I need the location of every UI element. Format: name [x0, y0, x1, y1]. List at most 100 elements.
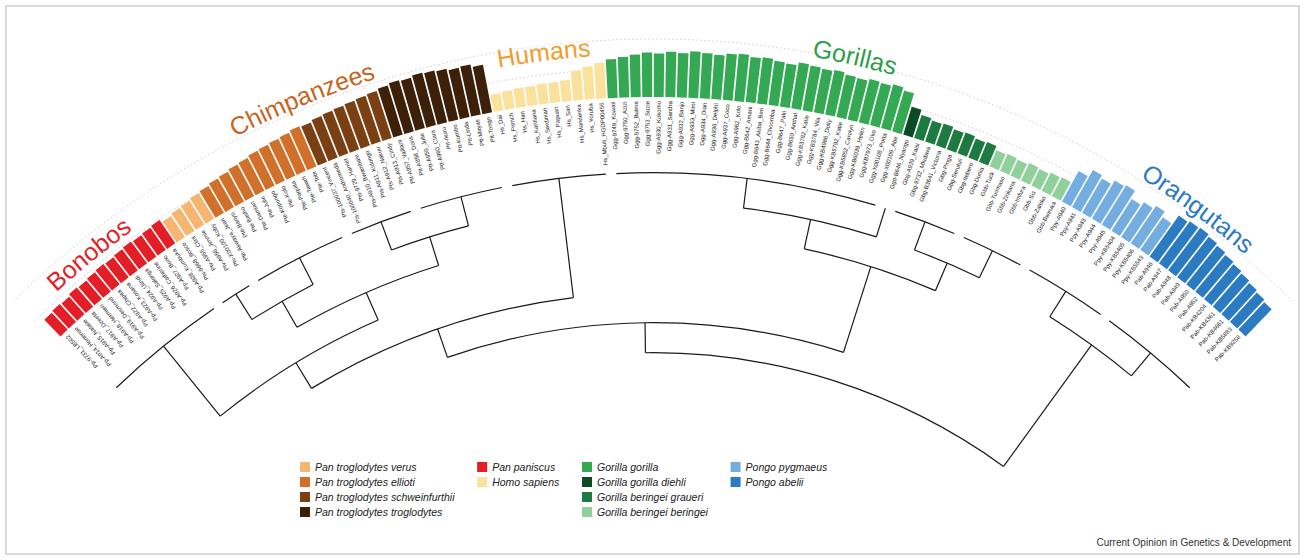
bar: [594, 63, 606, 99]
figure: Pp-9731_LB502Pp-A914_HortensePp-A915_Nat…: [0, 0, 1305, 560]
sample-label: Ggg-A937_Coco: [721, 103, 731, 149]
bar: [723, 54, 737, 101]
bar: [582, 66, 594, 100]
bar: [548, 82, 560, 103]
bar: [560, 80, 572, 102]
bar: [665, 52, 676, 98]
bar: [642, 53, 652, 98]
tree-branch: [282, 301, 297, 327]
frame: [6, 6, 1299, 554]
sample-label: Hs_Han: [519, 111, 528, 133]
tree-branch: [645, 353, 1003, 467]
tree-branch: [979, 251, 992, 278]
tree-branch: [644, 323, 646, 353]
tree-branch: [366, 293, 378, 320]
sample-label: Ptt-Linda: [463, 121, 474, 146]
footer: Current Opinion in Genetics & Developmen…: [1096, 537, 1291, 548]
sample-label: Ggg-A930_Kokomo: [655, 100, 661, 153]
tree-branch: [804, 220, 810, 249]
legend-label: Pan troglodytes schweinfurthii: [315, 491, 455, 503]
legend-label: Gorilla beringei beringei: [597, 506, 709, 518]
bar: [618, 57, 629, 98]
bar: [677, 53, 689, 98]
sample-label: Hs_San: [564, 105, 572, 127]
sample-label: Ptt-Tongo: [485, 116, 496, 143]
legend-swatch: [477, 462, 487, 472]
tree-branch: [164, 346, 221, 416]
bar: [502, 90, 515, 110]
bar: [1238, 302, 1271, 336]
group-title: Chimpanzees: [225, 57, 378, 142]
group-title: Bonobos: [41, 212, 136, 296]
legend-swatch: [731, 477, 741, 487]
sample-label: Ggg-9753_Suzie: [644, 100, 650, 146]
tree-branch: [1004, 345, 1092, 466]
bar: [630, 55, 641, 98]
tree-branch: [1131, 353, 1150, 376]
tree-branch: [914, 222, 924, 250]
bar: [473, 65, 492, 114]
legend-label: Pan troglodytes troglodytes: [315, 506, 443, 518]
group-title: Humans: [495, 33, 592, 72]
tree-branch: [312, 298, 574, 389]
sample-labels: Pp-9731_LB502Pp-A914_HortensePp-A915_Nat…: [64, 100, 1242, 369]
tree-branch: [297, 265, 439, 327]
tree-branch: [876, 208, 885, 237]
bar: [711, 55, 724, 100]
legend-swatch: [300, 492, 310, 502]
tree-branch: [296, 363, 312, 389]
tree-branch: [1109, 321, 1189, 388]
bar: [525, 86, 538, 107]
legend-swatch: [582, 477, 592, 487]
bar: [606, 59, 618, 98]
bars: [44, 51, 1271, 336]
bar: [688, 51, 700, 98]
bar: [513, 87, 526, 108]
grid-line: [34, 68, 1272, 322]
sample-label: Ptt-Kumbo: [451, 123, 464, 153]
sample-label: Hs_Dai: [496, 114, 505, 134]
sample-label: Ptt-Ikuru: [441, 127, 452, 150]
sample-label: Ptt-Mayas: [474, 119, 485, 147]
sample-label: Pab-KB9258: [1214, 333, 1242, 362]
legend-swatch: [300, 507, 310, 517]
legend-label: Gorilla beringei graueri: [597, 491, 704, 503]
legend-swatch: [300, 477, 310, 487]
legend-label: Pan troglodytes verus: [315, 461, 417, 473]
legend-label: Homo sapiens: [492, 476, 560, 488]
legend-label: Pongo abelii: [746, 476, 804, 488]
sample-label: Ggg-9749_Kowali: [610, 102, 618, 150]
bar: [536, 83, 549, 104]
sample-label: Ggg-9752_Bulera: [633, 100, 640, 148]
tree-branch: [844, 267, 871, 353]
sample-label: Ggg-A936_Delphi: [710, 103, 720, 151]
legend-label: Pan troglodytes ellioti: [315, 476, 415, 488]
legend-label: Pongo pygmaeus: [746, 461, 828, 473]
sample-label: Hs_Mandenka: [576, 103, 585, 143]
bar: [490, 93, 503, 112]
sample-label: Ggg-A962_Kolo: [732, 104, 742, 148]
bar: [654, 54, 664, 98]
legend-label: Gorilla gorilla diehli: [597, 476, 686, 488]
legend-swatch: [477, 477, 487, 487]
sample-label: Ggg-A933_Mimi: [688, 102, 696, 146]
bar: [571, 70, 584, 101]
sample-label: Ggg-B642_Amani: [742, 106, 753, 154]
legend-swatch: [300, 462, 310, 472]
legend-swatch: [731, 462, 741, 472]
legend-label: Pan paniscus: [492, 461, 556, 473]
tree-branch: [744, 178, 748, 208]
bar: [700, 53, 713, 99]
tree-branch: [220, 320, 378, 416]
legend: Pan troglodytes verus Pan troglodytes ell…: [300, 461, 828, 518]
tree-branch: [438, 329, 448, 357]
tree: [116, 173, 1189, 467]
legend-swatch: [582, 492, 592, 502]
sample-label: Hs_French: [508, 113, 519, 143]
sample-label: Hs_Sardinian: [542, 108, 553, 145]
tree-branch: [935, 263, 947, 291]
sample-label: Ggg-A934_Dian: [699, 102, 708, 145]
tree-branch: [236, 294, 252, 319]
tree-branch: [381, 222, 391, 250]
tree-branch: [447, 323, 843, 358]
